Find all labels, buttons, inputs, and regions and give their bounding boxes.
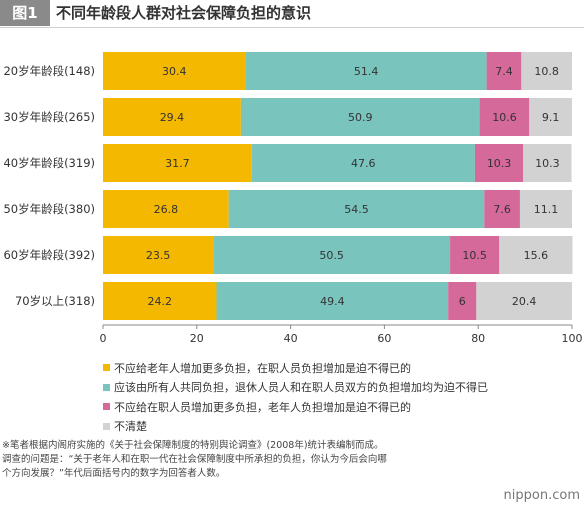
bar-segment (251, 144, 475, 182)
bar-segment (474, 144, 524, 182)
x-tick-label: 80 (471, 332, 485, 345)
data-label: 7.4 (495, 65, 513, 78)
data-label: 29.4 (160, 111, 185, 124)
category-label: 40岁年龄段(319) (3, 156, 95, 170)
bar-segment (103, 52, 246, 90)
bar-segment (103, 282, 217, 320)
legend-label: 不清楚 (114, 420, 147, 434)
bar-segment (245, 52, 487, 90)
data-label: 30.4 (162, 65, 187, 78)
bar-segment (523, 144, 572, 182)
bar-segment (484, 190, 520, 228)
figure-tag: 图1 (0, 0, 50, 26)
category-label: 30岁年龄段(265) (3, 110, 95, 124)
chart-legend: 不应给老年人增加更多负担，在职人员负担增加是迫不得已的应该由所有人共同负担，退休… (103, 358, 573, 436)
brand-logo: nippon.com (503, 488, 580, 503)
legend-label: 不应给在职人员增加更多负担，老年人负担增加是迫不得已的 (114, 400, 411, 414)
bar-segment (216, 282, 449, 320)
stacked-bar-chart: 20岁年龄段(148) 30.4 51.4 7.4 10.8 30岁年龄段(265) 29.… (3, 52, 583, 345)
chart-title: 不同年龄段人群对社会保障负担的意识 (56, 4, 312, 22)
x-tick-label: 20 (190, 332, 204, 345)
legend-label: 应该由所有人共同负担，退休人员人和在职人员双方的负担增加均为迫不得已 (114, 381, 488, 395)
bar-segment (521, 52, 572, 90)
x-tick-label: 100 (562, 332, 583, 345)
bar-segment (479, 98, 530, 136)
footnote-line-1: ※笔者根据内阁府实施的《关于社会保障制度的特别舆论调查》(2008年)统计表编制… (2, 440, 384, 451)
bar-segment (476, 282, 572, 320)
data-label: 26.8 (154, 203, 179, 216)
bar-segment (486, 52, 522, 90)
data-label: 49.4 (320, 295, 345, 308)
legend-item: 不应给老年人增加更多负担，在职人员负担增加是迫不得已的 (103, 358, 573, 378)
data-label: 10.6 (492, 111, 517, 124)
data-label: 54.5 (344, 203, 369, 216)
category-label: 20岁年龄段(148) (3, 64, 95, 78)
legend-swatch (103, 403, 110, 411)
bar-segment (103, 190, 229, 228)
data-label: 23.5 (146, 249, 171, 262)
legend-swatch (103, 422, 110, 430)
data-label: 10.3 (487, 157, 512, 170)
footnote-line-3: 个方向发展？”年代后面括号内的数字为回答者人数。 (2, 468, 226, 479)
legend-swatch (103, 364, 110, 372)
data-label: 50.9 (348, 111, 373, 124)
data-label: 10.8 (534, 65, 559, 78)
category-label: 60岁年龄段(392) (3, 248, 95, 262)
data-label: 50.5 (319, 249, 344, 262)
legend-item: 应该由所有人共同负担，退休人员人和在职人员双方的负担增加均为迫不得已 (103, 378, 573, 398)
data-label: 51.4 (354, 65, 379, 78)
data-label: 10.5 (462, 249, 487, 262)
bar-segment (103, 98, 241, 136)
bar-segment (103, 236, 214, 274)
legend-label: 不应给老年人增加更多负担，在职人员负担增加是迫不得已的 (114, 361, 411, 375)
x-tick-label: 60 (377, 332, 391, 345)
bar-segment (519, 190, 572, 228)
x-tick-label: 40 (284, 332, 298, 345)
x-tick-label: 0 (100, 332, 107, 345)
category-label: 70岁以上(318) (15, 294, 95, 308)
title-divider (0, 27, 584, 28)
bar-segment (499, 236, 573, 274)
data-label: 20.4 (512, 295, 537, 308)
bar-segment (450, 236, 500, 274)
data-label: 24.2 (147, 295, 172, 308)
bar-segment (103, 144, 252, 182)
data-label: 11.1 (534, 203, 559, 216)
title-bar: 图1 不同年龄段人群对社会保障负担的意识 (0, 0, 584, 26)
footnote-line-2: 调查的问题是：“关于老年人和在职一代在社会保障制度中所承担的负担，你认为今后会向… (2, 454, 387, 465)
legend-item: 不应给在职人员增加更多负担，老年人负担增加是迫不得已的 (103, 397, 573, 417)
data-label: 9.1 (542, 111, 560, 124)
category-label: 50岁年龄段(380) (3, 202, 95, 216)
legend-swatch (103, 383, 110, 391)
bar-segment (448, 282, 477, 320)
legend-item: 不清楚 (103, 417, 573, 437)
data-label: 15.6 (524, 249, 549, 262)
bar-segment (228, 190, 485, 228)
data-label: 31.7 (165, 157, 190, 170)
data-label: 7.6 (493, 203, 511, 216)
data-label: 10.3 (535, 157, 560, 170)
data-label: 47.6 (351, 157, 376, 170)
bar-segment (240, 98, 480, 136)
data-label: 6 (459, 295, 466, 308)
footnote: ※笔者根据内阁府实施的《关于社会保障制度的特别舆论调查》(2008年)统计表编制… (2, 439, 472, 481)
bar-segment (213, 236, 451, 274)
bar-segment (529, 98, 572, 136)
